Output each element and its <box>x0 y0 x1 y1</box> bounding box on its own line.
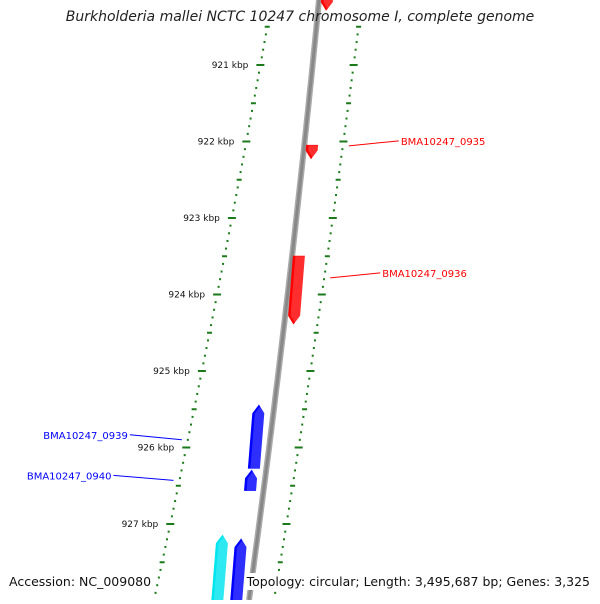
map-title: Burkholderia mallei NCTC 10247 chromosom… <box>65 9 535 25</box>
ruler-tick-label: 927 kbp <box>122 520 159 530</box>
gene-arrow-highlight <box>323 0 335 10</box>
ruler-tick-label: 922 kbp <box>198 138 235 148</box>
ruler-tick-label: 925 kbp <box>153 367 190 377</box>
gene-label-leader <box>113 474 174 481</box>
gene-arrow-highlight <box>250 405 266 469</box>
gene-arrow <box>305 144 319 160</box>
accession-label: Accession: NC_009080 <box>7 573 154 590</box>
ruler-tick-label: 926 kbp <box>138 444 175 454</box>
gene-arrow-highlight <box>308 145 320 159</box>
gene-arrow <box>211 534 228 604</box>
gene-arrow <box>229 538 247 604</box>
gene-arrow-highlight <box>290 256 307 324</box>
gene-label-leader <box>348 140 399 147</box>
gene-label: BMA10247_0935 <box>401 137 486 148</box>
genome-summary-label: Topology: circular; Length: 3,495,687 bp… <box>244 573 592 590</box>
gene-label: BMA10247_0940 <box>27 471 112 482</box>
gene-arrow <box>288 255 305 325</box>
ruler-tick-label: 924 kbp <box>168 291 205 301</box>
gene-arrow <box>247 404 265 469</box>
ruler-tick-label: 923 kbp <box>183 214 220 224</box>
gene-label-leader <box>330 272 381 279</box>
gene-arrow <box>320 0 333 11</box>
gene-label: BMA10247_0936 <box>382 269 467 280</box>
backbone-line <box>247 0 321 601</box>
gene-arrow-highlight <box>213 535 230 604</box>
gene-label: BMA10247_0939 <box>43 431 128 442</box>
gene-label-leader <box>129 434 182 441</box>
gene-arrow <box>244 469 258 491</box>
ruler-tick-label: 921 kbp <box>212 61 249 71</box>
gene-arrow-highlight <box>246 470 259 491</box>
gene-arrow-highlight <box>232 539 248 604</box>
